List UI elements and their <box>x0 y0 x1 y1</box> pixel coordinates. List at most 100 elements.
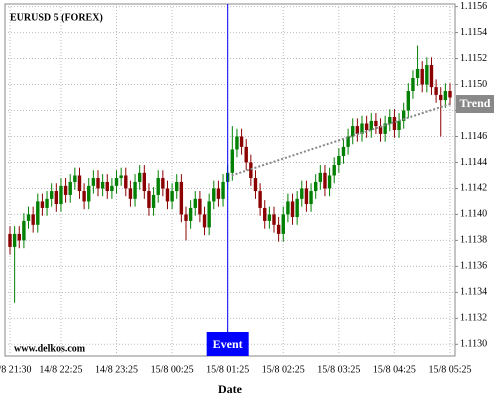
candle-body <box>383 123 387 134</box>
candle-body <box>105 181 109 192</box>
candle-body <box>253 178 258 192</box>
candle-body <box>332 165 336 176</box>
candle-body <box>17 233 21 241</box>
candle-body <box>151 194 156 208</box>
candle-body <box>45 198 49 208</box>
candle-body <box>59 185 63 205</box>
candle-body <box>137 172 142 182</box>
candle-body <box>110 185 114 192</box>
candle-body <box>448 91 452 98</box>
candle-body <box>193 198 197 208</box>
candle-body <box>434 87 438 95</box>
x-tick-label: 15/8 04:25 <box>373 364 416 375</box>
y-tick-label: 1.1154 <box>460 27 487 38</box>
x-tick-label: 15/8 03:25 <box>317 364 360 375</box>
candle-body <box>369 120 373 130</box>
candle-body <box>235 136 239 150</box>
candle-body <box>309 191 313 205</box>
trend-line <box>231 103 451 177</box>
candle-body <box>258 191 262 208</box>
y-tick-label: 1.1142 <box>460 183 487 194</box>
candle-body <box>378 126 383 134</box>
candle-body <box>31 214 35 225</box>
x-tick-label: 14/8 21:30 <box>0 364 32 375</box>
candle-body <box>272 214 276 225</box>
candle-body <box>351 126 355 137</box>
candle-body <box>300 188 304 199</box>
candle-body <box>161 178 165 189</box>
candle-body <box>346 136 350 147</box>
candle-body <box>397 120 401 130</box>
candle-body <box>439 94 443 101</box>
candle-body <box>239 136 244 147</box>
candle-body <box>276 224 281 234</box>
y-tick-label: 1.1134 <box>460 287 487 298</box>
watermark: www.delkos.com <box>14 343 86 354</box>
candle-body <box>77 175 82 192</box>
candle-body <box>443 91 448 101</box>
candle-body <box>96 178 100 189</box>
candle-body <box>63 185 68 195</box>
candle-body <box>119 175 123 179</box>
candle-body <box>124 175 128 189</box>
candle-body <box>170 191 174 202</box>
candle-body <box>147 191 151 208</box>
x-tick-label: 15/8 05:25 <box>428 364 471 375</box>
candle-body <box>175 181 179 192</box>
x-tick-label: 15/8 02:25 <box>262 364 305 375</box>
candle-body <box>230 149 235 173</box>
candle-body <box>355 126 360 134</box>
x-tick-label: 14/8 23:25 <box>95 364 138 375</box>
y-tick-label: 1.1146 <box>460 131 487 142</box>
candle-body <box>133 181 137 199</box>
candle-body <box>114 178 119 186</box>
candle-body <box>184 214 188 221</box>
candle-body <box>267 214 272 221</box>
candle-body <box>207 201 211 228</box>
candle-body <box>49 191 54 199</box>
y-tick-label: 1.1140 <box>460 209 487 220</box>
candle-body <box>318 172 323 182</box>
chart-title: EURUSD 5 (FOREX) <box>10 12 103 23</box>
candle-body <box>360 123 364 134</box>
candle-body <box>429 65 434 88</box>
candle-body <box>388 117 392 124</box>
trend-box <box>456 95 494 114</box>
candle-body <box>8 233 12 247</box>
candle-body <box>100 181 105 189</box>
candle-body <box>202 214 207 228</box>
candle-body <box>406 91 411 111</box>
candle-body <box>327 175 332 189</box>
candle-body <box>26 214 31 221</box>
y-tick-label: 1.1150 <box>460 79 487 90</box>
event-box <box>206 332 249 356</box>
candle-body <box>374 120 378 127</box>
candle-body <box>295 198 299 218</box>
candle-body <box>212 188 216 202</box>
candle-body <box>188 207 193 221</box>
candle-body <box>411 78 415 92</box>
candle-body <box>165 188 170 202</box>
x-tick-label: 15/8 00:25 <box>151 364 194 375</box>
candle-body <box>68 181 72 195</box>
candle-body <box>22 220 26 241</box>
candle-body <box>244 146 248 163</box>
candle-body <box>420 68 424 85</box>
candle-body <box>281 214 285 234</box>
candle-body <box>128 188 133 199</box>
candle-body <box>73 175 77 182</box>
candle-body <box>392 117 397 130</box>
candle-body <box>286 201 290 215</box>
candle-body <box>415 68 420 79</box>
candle-body <box>313 181 318 192</box>
candle-body <box>341 146 346 156</box>
candle-body <box>82 191 86 202</box>
y-tick-label: 1.1130 <box>460 339 487 350</box>
x-tick-label: 14/8 22:25 <box>39 364 82 375</box>
candle-body <box>87 185 91 202</box>
candle-body <box>337 155 341 166</box>
candle-body <box>40 201 45 208</box>
trend-label: Trend <box>460 96 491 110</box>
candle-body <box>290 201 295 218</box>
